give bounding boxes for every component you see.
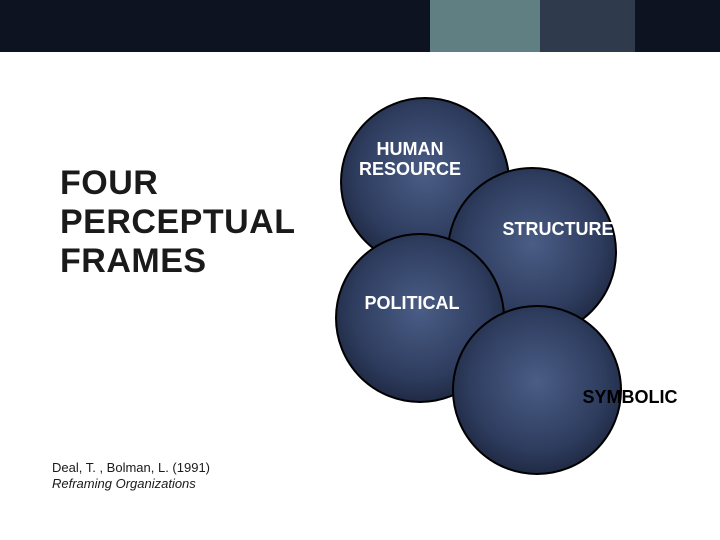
- top-band-section: [540, 0, 635, 52]
- citation: Deal, T. , Bolman, L. (1991) Reframing O…: [52, 460, 210, 493]
- top-band-section: [635, 0, 720, 52]
- slide: FOUR PERCEPTUAL FRAMES Deal, T. , Bolman…: [0, 0, 720, 540]
- top-band: [0, 0, 720, 52]
- venn-label: HUMAN RESOURCE: [290, 140, 530, 180]
- citation-line-2: Reframing Organizations: [52, 476, 210, 492]
- venn-label: POLITICAL: [292, 294, 532, 314]
- slide-title: FOUR PERCEPTUAL FRAMES: [60, 164, 295, 281]
- citation-line-1: Deal, T. , Bolman, L. (1991): [52, 460, 210, 476]
- venn-label: SYMBOLIC: [510, 388, 720, 408]
- top-band-section: [0, 0, 430, 52]
- venn-label: STRUCTURE: [438, 220, 678, 240]
- top-band-section: [430, 0, 540, 52]
